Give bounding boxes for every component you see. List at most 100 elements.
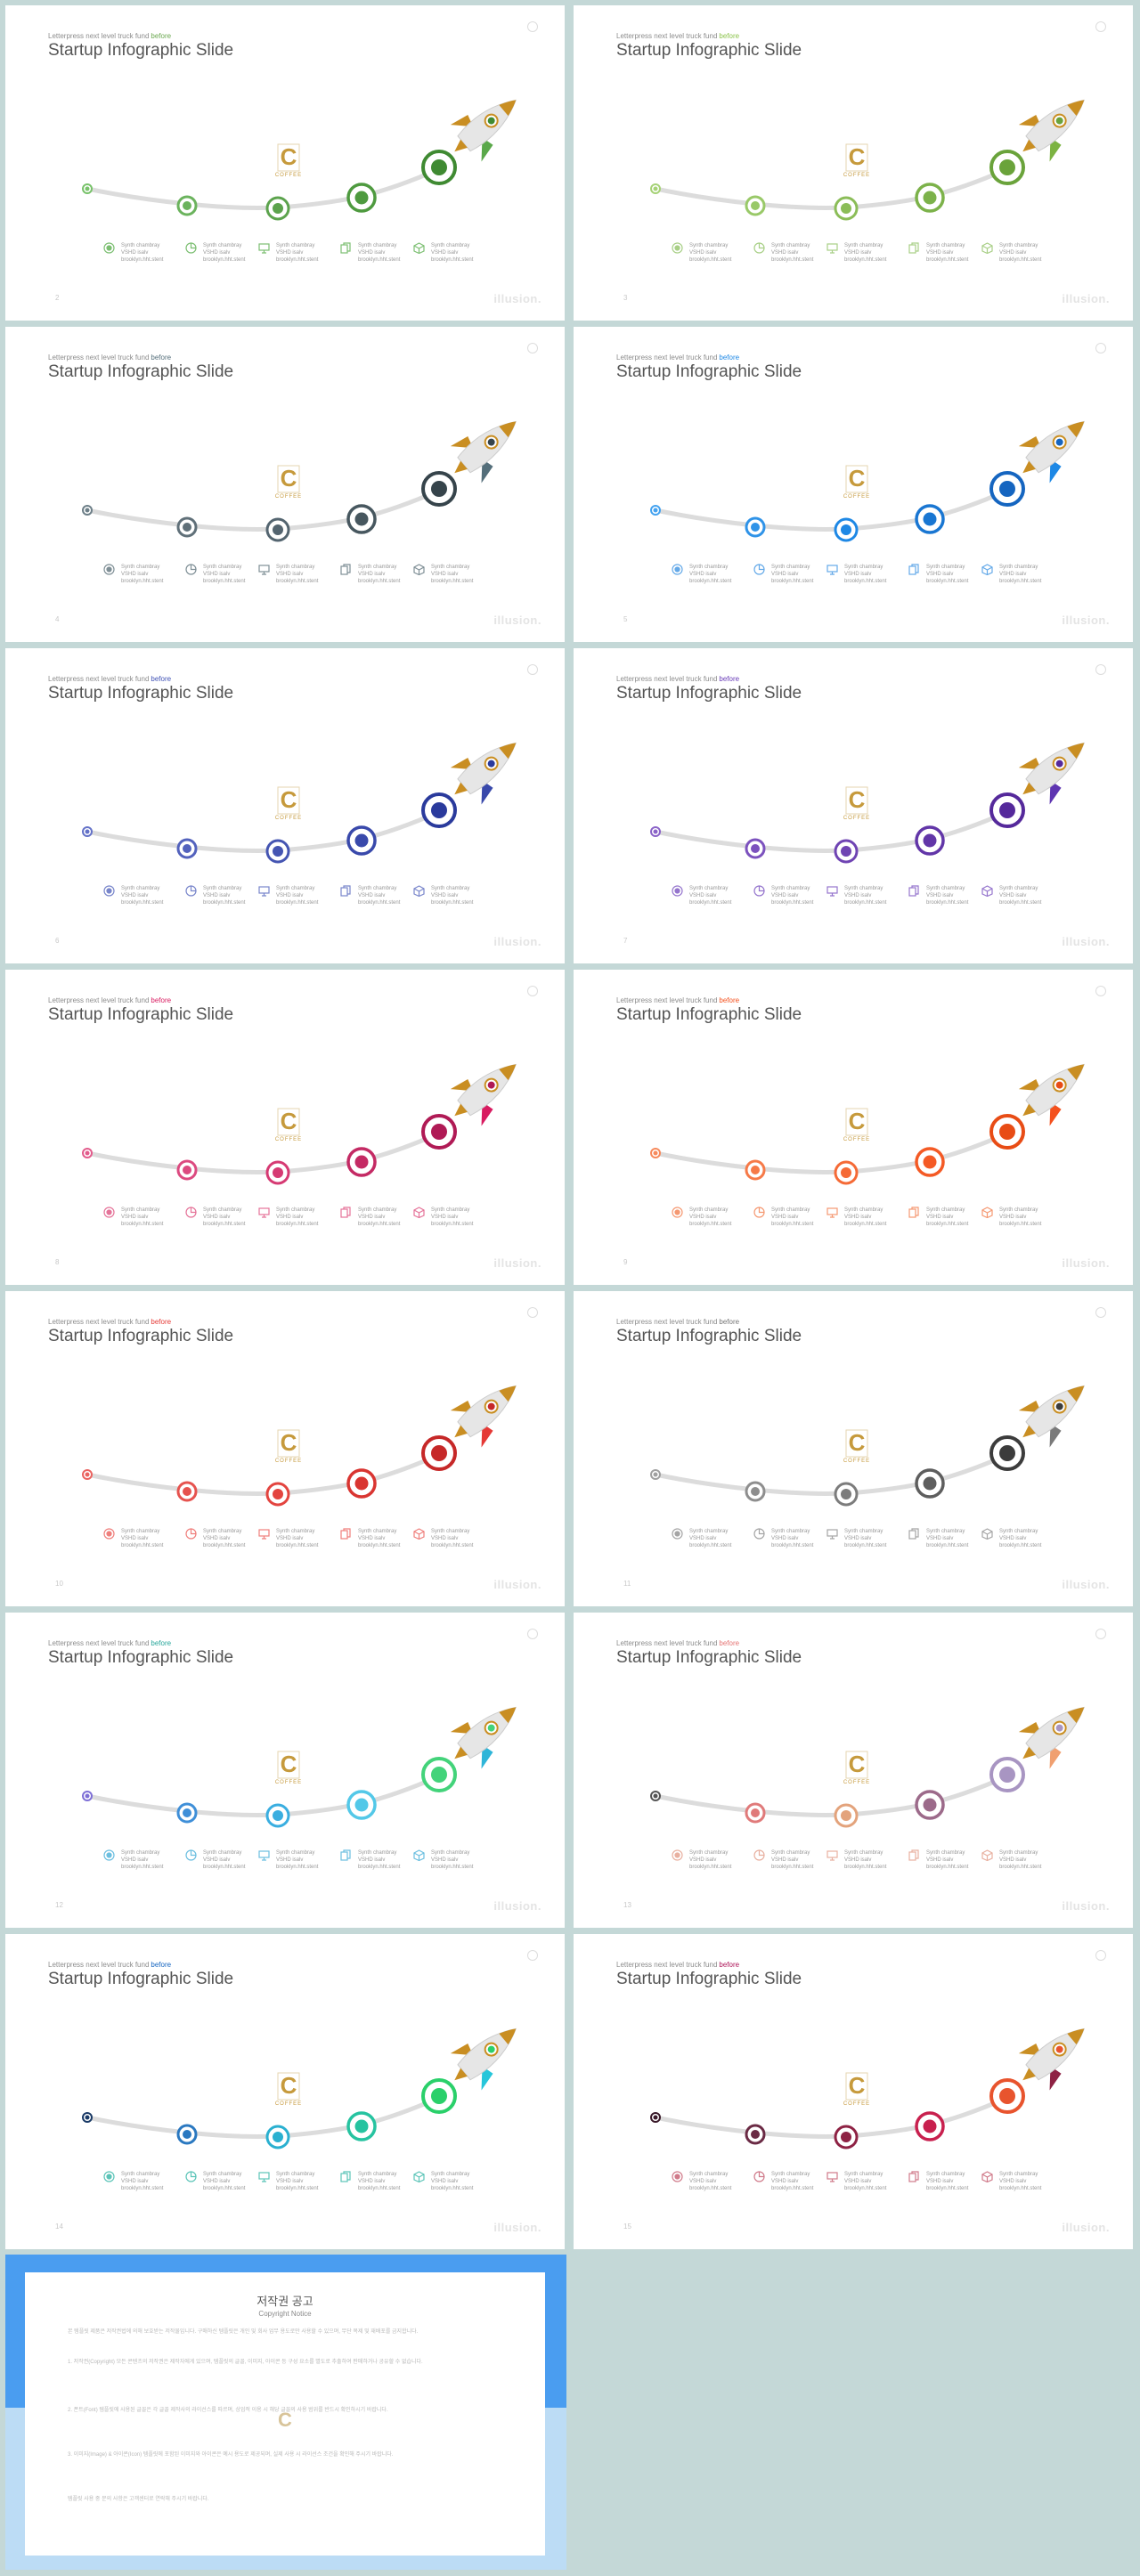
legend-line: VSHD isalv <box>203 1536 231 1541</box>
logo-subtext: COFFEE <box>274 1780 303 1785</box>
legend-text: Synth chambray VSHD isalv brooklyn.hht.ste… <box>203 1207 265 1228</box>
roadmap-graphic <box>650 1063 1086 1185</box>
legend-line: VSHD isalv <box>121 1536 149 1541</box>
legend-item: Synth chambray VSHD isalv brooklyn.hht.ste… <box>103 885 183 915</box>
legend-line: VSHD isalv <box>999 2179 1027 2184</box>
rocket-window-inner <box>1055 2045 1063 2053</box>
rocket-window-inner <box>1055 760 1063 768</box>
legend-text: Synth chambray VSHD isalv brooklyn.hht.ste… <box>771 1207 834 1228</box>
rocket-window-inner <box>487 1724 495 1732</box>
legend-item: Synth chambray VSHD isalv brooklyn.hht.ste… <box>185 564 265 594</box>
milestone-dot <box>183 201 191 210</box>
legend-line: VSHD isalv <box>999 1536 1027 1541</box>
rocket-nose <box>499 1707 517 1724</box>
rocket-flame <box>1022 1103 1036 1117</box>
legend-line: brooklyn.hht.stent <box>121 1543 164 1548</box>
legend-text: Synth chambray VSHD isalv brooklyn.hht.ste… <box>203 1528 265 1549</box>
logo-letter: C <box>280 1751 297 1777</box>
legend-text: Synth chambray VSHD isalv brooklyn.hht.ste… <box>203 2171 265 2192</box>
legend-line: Synth chambray <box>689 565 729 570</box>
legend-line: brooklyn.hht.stent <box>358 1543 401 1548</box>
logo-frame <box>277 465 300 493</box>
legend-item: Synth chambray VSHD isalv brooklyn.hht.ste… <box>185 1849 265 1880</box>
target-icon <box>103 564 115 575</box>
tagline-highlight: before <box>151 353 172 362</box>
legend-line: brooklyn.hht.stent <box>431 2186 474 2191</box>
copyright-logo: C <box>269 2406 301 2450</box>
milestone-dot <box>841 1489 851 1499</box>
target-icon <box>103 242 115 254</box>
rocket-fin-top <box>1018 115 1042 127</box>
rocket-icon <box>1018 1706 1086 1769</box>
roadmap-graphic <box>82 2027 517 2149</box>
logo-letter: C <box>848 1429 866 1456</box>
rocket-nose <box>1067 2028 1085 2045</box>
legend-text: Synth chambray VSHD isalv brooklyn.hht.ste… <box>844 1207 907 1228</box>
legend-line: VSHD isalv <box>926 250 954 256</box>
rocket-fin-bottom <box>1049 2066 1062 2091</box>
legend-line: brooklyn.hht.stent <box>203 900 246 906</box>
logo-subtext: COFFEE <box>843 1137 871 1142</box>
page-number: 14 <box>55 2223 63 2231</box>
monitor-icon <box>258 886 270 897</box>
legend-line: brooklyn.hht.stent <box>771 257 814 263</box>
rocket-fin-top <box>1018 2044 1042 2056</box>
legend-text: Synth chambray VSHD isalv brooklyn.hht.ste… <box>431 564 493 585</box>
chart-circle-icon <box>753 1207 765 1218</box>
legend-line: brooklyn.hht.stent <box>121 900 164 906</box>
corner-circle-icon <box>527 21 538 32</box>
roadmap-path <box>85 1125 453 1174</box>
copyright-title: 저작권 공고 <box>256 2295 314 2308</box>
legend-line: brooklyn.hht.stent <box>999 900 1042 906</box>
logo-frame <box>845 1429 868 1458</box>
logo-subtext: COFFEE <box>843 1780 871 1785</box>
slide-title: Startup Infographic Slide <box>48 1327 234 1345</box>
brand-wordmark: illusion. <box>493 1899 542 1913</box>
legend-item: Synth chambray VSHD isalv brooklyn.hht.ste… <box>413 1849 493 1880</box>
brand-logo: C COFFEE <box>273 464 305 508</box>
rocket-fin-bottom <box>481 1744 493 1769</box>
legend-item: Synth chambray VSHD isalv brooklyn.hht.ste… <box>908 564 989 594</box>
roadmap-path <box>85 804 453 853</box>
copy-icon <box>908 1528 919 1540</box>
brand-logo: C COFFEE <box>273 1428 305 1473</box>
logo-frame <box>845 1108 868 1136</box>
legend-line: brooklyn.hht.stent <box>276 1543 319 1548</box>
roadmap-graphic <box>650 420 1086 542</box>
legend-item: Synth chambray VSHD isalv brooklyn.hht.ste… <box>340 1207 420 1237</box>
logo-frame <box>277 143 300 172</box>
legend-line: VSHD isalv <box>844 893 872 898</box>
logo-frame <box>277 1108 300 1136</box>
copyright-paragraph: 1. 저작권(Copyright) 모든 콘텐츠의 저작권은 제작자에게 있으며… <box>68 2360 423 2365</box>
legend-item: Synth chambray VSHD isalv brooklyn.hht.ste… <box>258 1207 338 1237</box>
tagline-highlight: before <box>151 1639 172 1647</box>
legend-item: Synth chambray VSHD isalv brooklyn.hht.ste… <box>981 1207 1062 1237</box>
legend-line: brooklyn.hht.stent <box>358 257 401 263</box>
milestone-dot <box>653 1150 658 1156</box>
box-icon <box>413 1849 425 1861</box>
milestone-dot <box>183 2130 191 2139</box>
legend-item: Synth chambray VSHD isalv brooklyn.hht.ste… <box>340 2171 420 2201</box>
slide-tagline: Letterpress next level truck fund before <box>48 675 171 683</box>
tagline-text: Letterpress next level truck fund <box>616 996 718 1004</box>
milestone-dot <box>751 201 760 210</box>
legend-line: Synth chambray <box>203 886 242 891</box>
legend-line: Synth chambray <box>771 1529 810 1534</box>
legend-line: Synth chambray <box>999 2172 1038 2177</box>
infographic-slide: Letterpress next level truck fund before S… <box>574 970 1133 1285</box>
legend-line: VSHD isalv <box>431 250 459 256</box>
rocket-fin-top <box>1018 758 1042 770</box>
milestone-dot <box>923 2119 937 2133</box>
rocket-flame <box>1022 2068 1036 2081</box>
legend-line: brooklyn.hht.stent <box>431 1222 474 1227</box>
rocket-icon <box>1018 1385 1086 1448</box>
target-icon <box>672 885 683 897</box>
legend-line: brooklyn.hht.stent <box>689 1865 732 1870</box>
brand-wordmark: illusion. <box>493 2221 542 2234</box>
tagline-text: Letterpress next level truck fund <box>616 1318 718 1326</box>
legend-line: brooklyn.hht.stent <box>689 2186 732 2191</box>
legend-text: Synth chambray VSHD isalv brooklyn.hht.ste… <box>121 885 183 906</box>
rocket-fin-top <box>1018 436 1042 449</box>
rocket-window-inner <box>487 1081 495 1089</box>
legend-text: Synth chambray VSHD isalv brooklyn.hht.ste… <box>926 564 989 585</box>
